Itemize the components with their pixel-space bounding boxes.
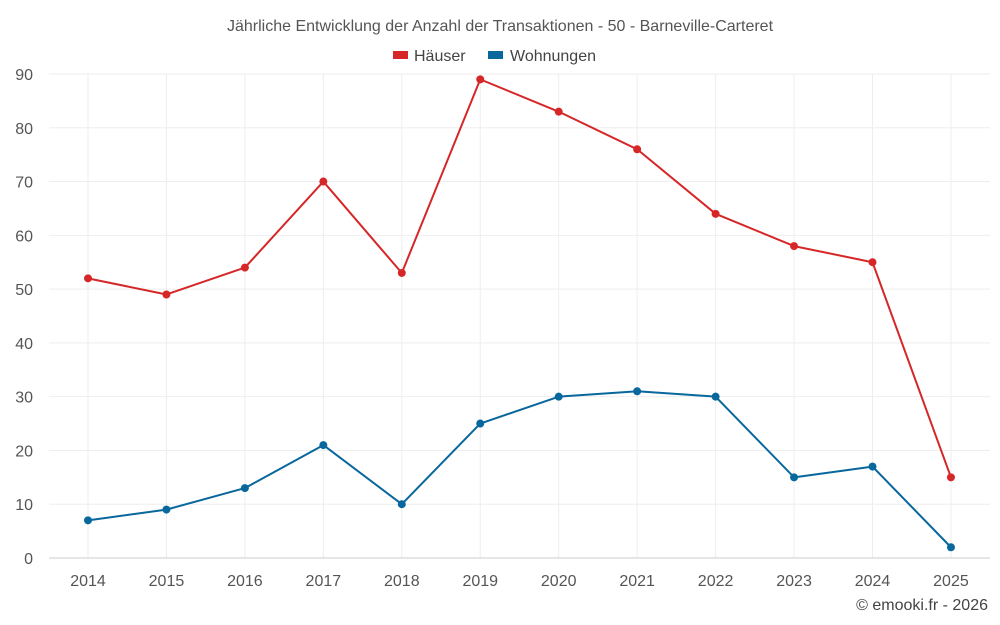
y-tick-label-90: 90: [15, 67, 33, 84]
legend-label-haeuser: Häuser: [414, 48, 466, 65]
chart-title: Jährliche Entwicklung der Anzahl der Tra…: [227, 18, 774, 35]
data-point-haeuser-2014[interactable]: [84, 274, 92, 283]
y-tick-label-0: 0: [24, 551, 33, 568]
y-tick-label-80: 80: [15, 121, 33, 138]
data-point-haeuser-2022[interactable]: [711, 209, 720, 218]
series-line-haeuser: [87, 78, 952, 478]
data-point-wohnungen-2015[interactable]: [162, 505, 171, 514]
series-layer: [84, 75, 955, 552]
y-tick-label-20: 20: [15, 443, 33, 460]
data-point-wohnungen-2025[interactable]: [946, 543, 955, 552]
x-tick-label-2014: 2014: [70, 573, 106, 590]
data-point-haeuser-2025[interactable]: [946, 473, 955, 482]
y-tick-label-70: 70: [15, 175, 33, 192]
data-point-haeuser-2021[interactable]: [633, 145, 642, 154]
series-line-wohnungen: [87, 390, 952, 548]
data-point-wohnungen-2021[interactable]: [633, 387, 642, 396]
data-point-haeuser-2017[interactable]: [319, 177, 328, 186]
data-point-haeuser-2023[interactable]: [790, 242, 799, 251]
data-point-wohnungen-2016[interactable]: [240, 484, 249, 493]
x-gridlines: [87, 74, 952, 558]
y-axis-ticks: 0 10 20 30 40 50 60 70 80 90: [15, 67, 33, 568]
x-tick-label-2023: 2023: [776, 573, 812, 590]
x-tick-label-2022: 2022: [698, 573, 734, 590]
legend-swatch-wohnungen: [488, 51, 503, 59]
x-tick-label-2015: 2015: [149, 573, 185, 590]
data-point-wohnungen-2018[interactable]: [397, 500, 406, 509]
x-tick-label-2021: 2021: [619, 573, 655, 590]
x-tick-label-2025: 2025: [933, 573, 969, 590]
data-point-haeuser-2018[interactable]: [397, 268, 406, 277]
data-point-wohnungen-2017[interactable]: [319, 441, 328, 450]
legend: Häuser Wohnungen: [393, 48, 596, 65]
legend-swatch-haeuser: [393, 51, 408, 59]
x-axis-ticks: 2014 2015 2016 2017 2018 2019 2020 2021 2022 2023…: [70, 573, 969, 590]
data-point-haeuser-2016[interactable]: [240, 263, 249, 272]
y-tick-label-60: 60: [15, 228, 33, 245]
y-tick-label-40: 40: [15, 336, 33, 353]
data-point-wohnungen-2024[interactable]: [868, 462, 877, 471]
y-tick-label-10: 10: [15, 497, 33, 514]
data-point-wohnungen-2022[interactable]: [711, 392, 720, 401]
data-point-haeuser-2019[interactable]: [476, 75, 485, 84]
x-tick-label-2020: 2020: [541, 573, 577, 590]
legend-item-haeuser[interactable]: Häuser: [393, 48, 466, 65]
y-tick-label-50: 50: [15, 282, 33, 299]
legend-label-wohnungen: Wohnungen: [510, 48, 596, 65]
legend-item-wohnungen[interactable]: Wohnungen: [488, 48, 596, 65]
x-tick-label-2016: 2016: [227, 573, 263, 590]
data-point-wohnungen-2020[interactable]: [554, 392, 563, 401]
y-tick-label-30: 30: [15, 390, 33, 407]
data-point-haeuser-2024[interactable]: [868, 258, 877, 267]
x-tick-label-2017: 2017: [306, 573, 342, 590]
x-tick-label-2024: 2024: [855, 573, 891, 590]
x-tick-label-2018: 2018: [384, 573, 420, 590]
data-point-wohnungen-2019[interactable]: [476, 419, 485, 428]
data-point-haeuser-2020[interactable]: [554, 107, 563, 116]
credit-label: © emooki.fr - 2026: [856, 597, 988, 614]
data-point-wohnungen-2023[interactable]: [790, 473, 799, 482]
data-point-haeuser-2015[interactable]: [162, 290, 171, 299]
y-gridlines: [49, 73, 990, 505]
data-point-wohnungen-2014[interactable]: [84, 516, 92, 525]
x-tick-label-2019: 2019: [462, 573, 498, 590]
